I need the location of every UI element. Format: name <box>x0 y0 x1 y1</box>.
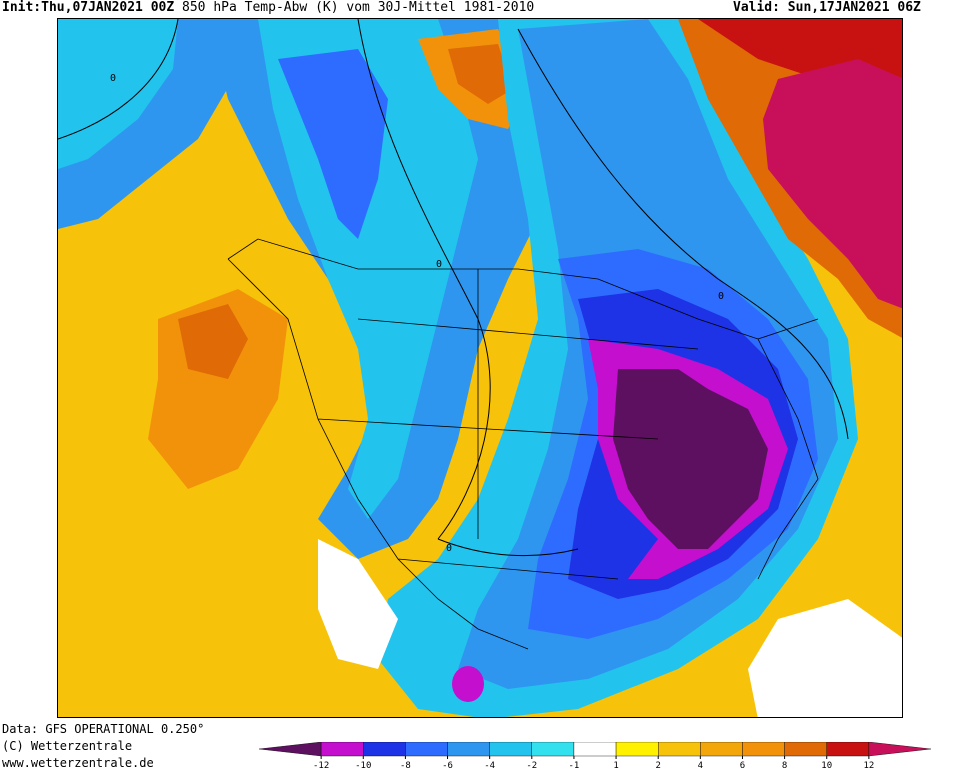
valid-label: Valid: <box>733 0 780 15</box>
legend-bin <box>447 742 490 757</box>
legend-bin <box>826 742 870 757</box>
northeast-magenta <box>763 59 902 309</box>
pacific-purple-spot <box>452 666 484 702</box>
header-init: Init:Thu,07JAN2021 00Z 850 hPa Temp-Abw … <box>2 0 534 18</box>
legend-bin <box>258 742 322 757</box>
legend-bin <box>320 742 364 757</box>
legend-bin <box>531 742 575 757</box>
legend-tick-label: 8 <box>782 761 787 771</box>
anomaly-map: 0 0 0 0 <box>57 18 903 718</box>
product-title: 850 hPa Temp-Abw (K) vom 30J-Mittel 1981… <box>182 0 535 15</box>
cold-tongue-dark <box>278 49 388 239</box>
legend-tick-label: 6 <box>740 761 745 771</box>
legend-bin <box>363 742 406 757</box>
west-darkorange-area <box>178 304 248 379</box>
legend-bin <box>615 742 659 757</box>
init-label: Init: <box>2 0 42 15</box>
legend-bins <box>258 742 932 757</box>
legend-bin <box>658 742 701 757</box>
contour-label-1: 0 <box>110 73 116 84</box>
contour-label-3: 0 <box>446 543 452 554</box>
anomaly-field: 0 0 0 0 <box>58 19 902 717</box>
legend-bin <box>868 742 932 757</box>
pacific-lightblue-area <box>58 19 178 169</box>
atlantic-white <box>748 599 902 717</box>
north-orange-area-2 <box>448 44 513 104</box>
coastline-borders <box>227 238 819 650</box>
init-time: Thu,07JAN2021 00Z <box>41 0 175 15</box>
legend-tick-label: -6 <box>442 761 453 771</box>
website: www.wetterzentrale.de <box>2 756 154 770</box>
legend-tick-label: -1 <box>569 761 580 771</box>
contour-label-2: 0 <box>436 259 442 270</box>
legend-bin <box>573 742 617 757</box>
valid-time: Sun,17JAN2021 06Z <box>787 0 921 15</box>
contour-label-4: 0 <box>718 291 724 302</box>
color-legend: -12 -10 -8 -6 -4 -2 -1 1 2 4 6 8 10 12 <box>258 742 932 771</box>
gulf-white <box>318 539 398 669</box>
legend-bin <box>742 742 785 757</box>
copyright: (C) Wetterzentrale <box>2 739 133 753</box>
legend-tick-label: 4 <box>698 761 703 771</box>
legend-tick-label: 2 <box>655 761 660 771</box>
legend-tick-label: -8 <box>400 761 411 771</box>
legend-bin <box>700 742 743 757</box>
legend-ticks: -12 -10 -8 -6 -4 -2 -1 1 2 4 6 8 10 12 <box>313 756 874 771</box>
legend-tick-label: 12 <box>863 761 874 771</box>
legend-tick-label: -12 <box>313 761 329 771</box>
zero-contour <box>58 19 849 557</box>
legend-tick-label: -4 <box>484 761 495 771</box>
trough-core <box>613 369 768 549</box>
legend-tick-label: 10 <box>821 761 832 771</box>
data-source: Data: GFS OPERATIONAL 0.250° <box>2 722 205 736</box>
legend-tick-label: -2 <box>526 761 537 771</box>
legend-bin <box>405 742 448 757</box>
legend-tick-label: 1 <box>613 761 618 771</box>
legend-bin <box>784 742 827 757</box>
legend-bin <box>489 742 533 757</box>
legend-tick-label: -10 <box>355 761 371 771</box>
header-valid: Valid: Sun,17JAN2021 06Z <box>733 0 921 18</box>
